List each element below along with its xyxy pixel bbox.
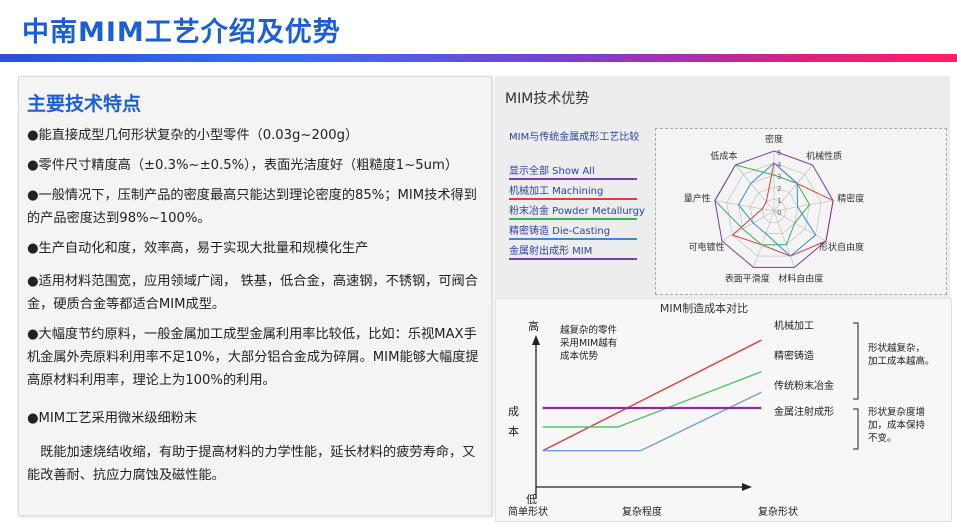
legend-label: 精密铸造 Die-Casting [509,226,611,237]
cost-series-label: 机械加工 [774,319,814,332]
legend-line [509,198,637,200]
radar-spoke [773,200,834,212]
cost-series [542,339,762,452]
radar-spoke [753,210,775,268]
annotation-line: 越复杂的零件 [560,324,618,336]
x-end-label: 复杂形状 [758,505,798,518]
legend-label: 金属射出成形 MIM [509,246,593,257]
cost-series-label: 金属注射成形 [774,405,834,418]
legend-line [509,218,637,220]
legend-die-casting[interactable]: 精密铸造 Die-Casting [509,222,659,240]
radar-scale-label: 5 [777,149,781,157]
radar-spoke [773,210,827,242]
radar-scale-label: 3 [777,173,781,181]
bracket-note-line: 加工成本越高。 [868,355,935,367]
x-start-label: 简单形状 [508,505,548,518]
bullet-6: ●大幅度节约原料，一般金属加工成型金属利用率比较低，比如：乐视MAX手机金属外壳… [27,327,479,388]
radar-scale-label: 0 [777,209,781,217]
radar-ring [750,186,798,234]
radar-scale-label: 1 [777,197,781,205]
cost-series-line [542,391,762,452]
radar-axis-label: 形状自由度 [819,241,864,253]
legend-line [509,238,637,240]
x-axis-arrow [742,483,752,491]
radar-series-shape [731,162,834,257]
radar-axis-label: 量产性 [684,193,711,205]
radar-chart: 密度机械性质精密度形状自由度材料自由度 表面平滑度 可电镀性 量产性 低成本 5 4 3 2 1 0 [655,128,947,295]
bracket-note-line: 不变。 [868,432,897,444]
bracket-top [853,322,859,400]
radar-axis-label: 精密度 [837,193,864,205]
y-high-label: 高 [528,319,539,333]
legend-line [509,178,637,180]
legend-label: 粉末冶金 Powder Metallurgy [509,206,645,217]
radar-series-shape [737,162,817,257]
tech-features-heading: 主要技术特点 [27,93,142,115]
x-axis-label: 复杂程度 [622,505,662,518]
tech-features-panel: 主要技术特点 ●能直接成型几何形状复杂的小型零件（0.03g~200g） ●零件… [18,76,492,516]
title-gradient-bar [0,54,957,62]
bracket-note-line: 形状越复杂， [868,342,925,354]
cost-series-line [542,371,762,428]
cost-chart-title: MIM制造成本对比 [660,301,748,315]
bullet-2: ●零件尺寸精度高（±0.3%~±0.5%），表面光洁度好（粗糙度1~5um） [27,158,459,173]
radar-axis-label: 表面平滑度 [725,273,770,285]
radar-series [714,150,834,268]
legend-label: 机械加工 Machining [509,186,604,197]
radar-spoke [735,164,775,212]
radar-series-shape [714,164,811,246]
radar-axis-label: 可电镀性 [688,241,724,253]
mim-advantage-panel: MIM技术优势 MIM与传统金属成形工艺比较 显示全部 Show All 机械加… [495,76,950,298]
cost-series-line [542,339,762,452]
bracket-bottom [853,408,859,450]
radar-axis-label: 低成本 [710,150,737,162]
radar-series-shape [714,150,834,268]
annotation-line: 成本优势 [560,350,599,362]
legend-mim[interactable]: 金属射出成形 MIM [509,242,659,260]
radar-spoke [773,210,795,268]
radar-spoke [773,164,813,212]
legend-line [509,258,637,260]
y-axis-arrow [532,335,540,345]
annotation-line: 采用MIM越有 [560,337,617,349]
cost-series-label: 精密铸造 [774,349,814,362]
cost-comparison-panel: MIM制造成本对比 高 低 成 本 简单形状 复杂程度 复杂形状 越复杂的零件采… [495,298,952,522]
y-low-label: 低 [526,493,537,506]
radar-spoke [714,200,775,212]
radar-axis-label: 机械性质 [806,150,842,162]
y-axis-label-2: 本 [508,424,519,438]
mim-advantage-title: MIM技术优势 [505,91,590,107]
radar-axis-label: 材料自由度 [778,273,823,285]
radar-scale-label: 2 [777,185,781,193]
bullet-5: ●适用材料范围宽，应用领域广阔， 铁基，低合金，高速钢，不锈钢，可阀合金，硬质合… [27,274,478,312]
bracket-note-line: 加，成本保持 [868,419,926,431]
bullet-4: ●生产自动化和度，效率高，易于实现大批量和规模化生产 [27,241,369,256]
page-title: 中南MIM工艺介绍及优势 [22,17,341,48]
legend-label: 显示全部 Show All [509,166,595,177]
radar-scale-label: 4 [777,161,782,169]
cost-series-label: 传统粉末冶金 [774,379,834,392]
radar-ring [726,162,822,257]
bullet-7: ●MIM工艺采用微米级细粉末 [27,411,198,426]
legend-machining[interactable]: 机械加工 Machining [509,182,659,200]
bullet-8: 既能加速烧结收缩，有助于提高材料的力学性能，延长材料的疲劳寿命，又能改善耐、抗应… [27,445,476,483]
legend-show-all[interactable]: 显示全部 Show All [509,162,659,180]
bracket-note-line: 形状复杂度增 [868,406,925,418]
legend-powder-metallurgy[interactable]: 粉末冶金 Powder Metallurgy [509,202,659,220]
bullet-3: ●一般情况下，压制产品的密度最高只能达到理论密度的85%；MIM技术得到的产品密… [27,188,477,226]
comparison-subtitle: MIM与传统金属成形工艺比较 [509,132,640,143]
bullet-1: ●能直接成型几何形状复杂的小型零件（0.03g~200g） [27,128,359,143]
right-figure-area: MIM技术优势 MIM与传统金属成形工艺比较 显示全部 Show All 机械加… [490,72,957,522]
radar-axis-label: 密度 [765,133,783,145]
radar-spoke [721,210,775,242]
y-axis-label-1: 成 [508,405,519,418]
